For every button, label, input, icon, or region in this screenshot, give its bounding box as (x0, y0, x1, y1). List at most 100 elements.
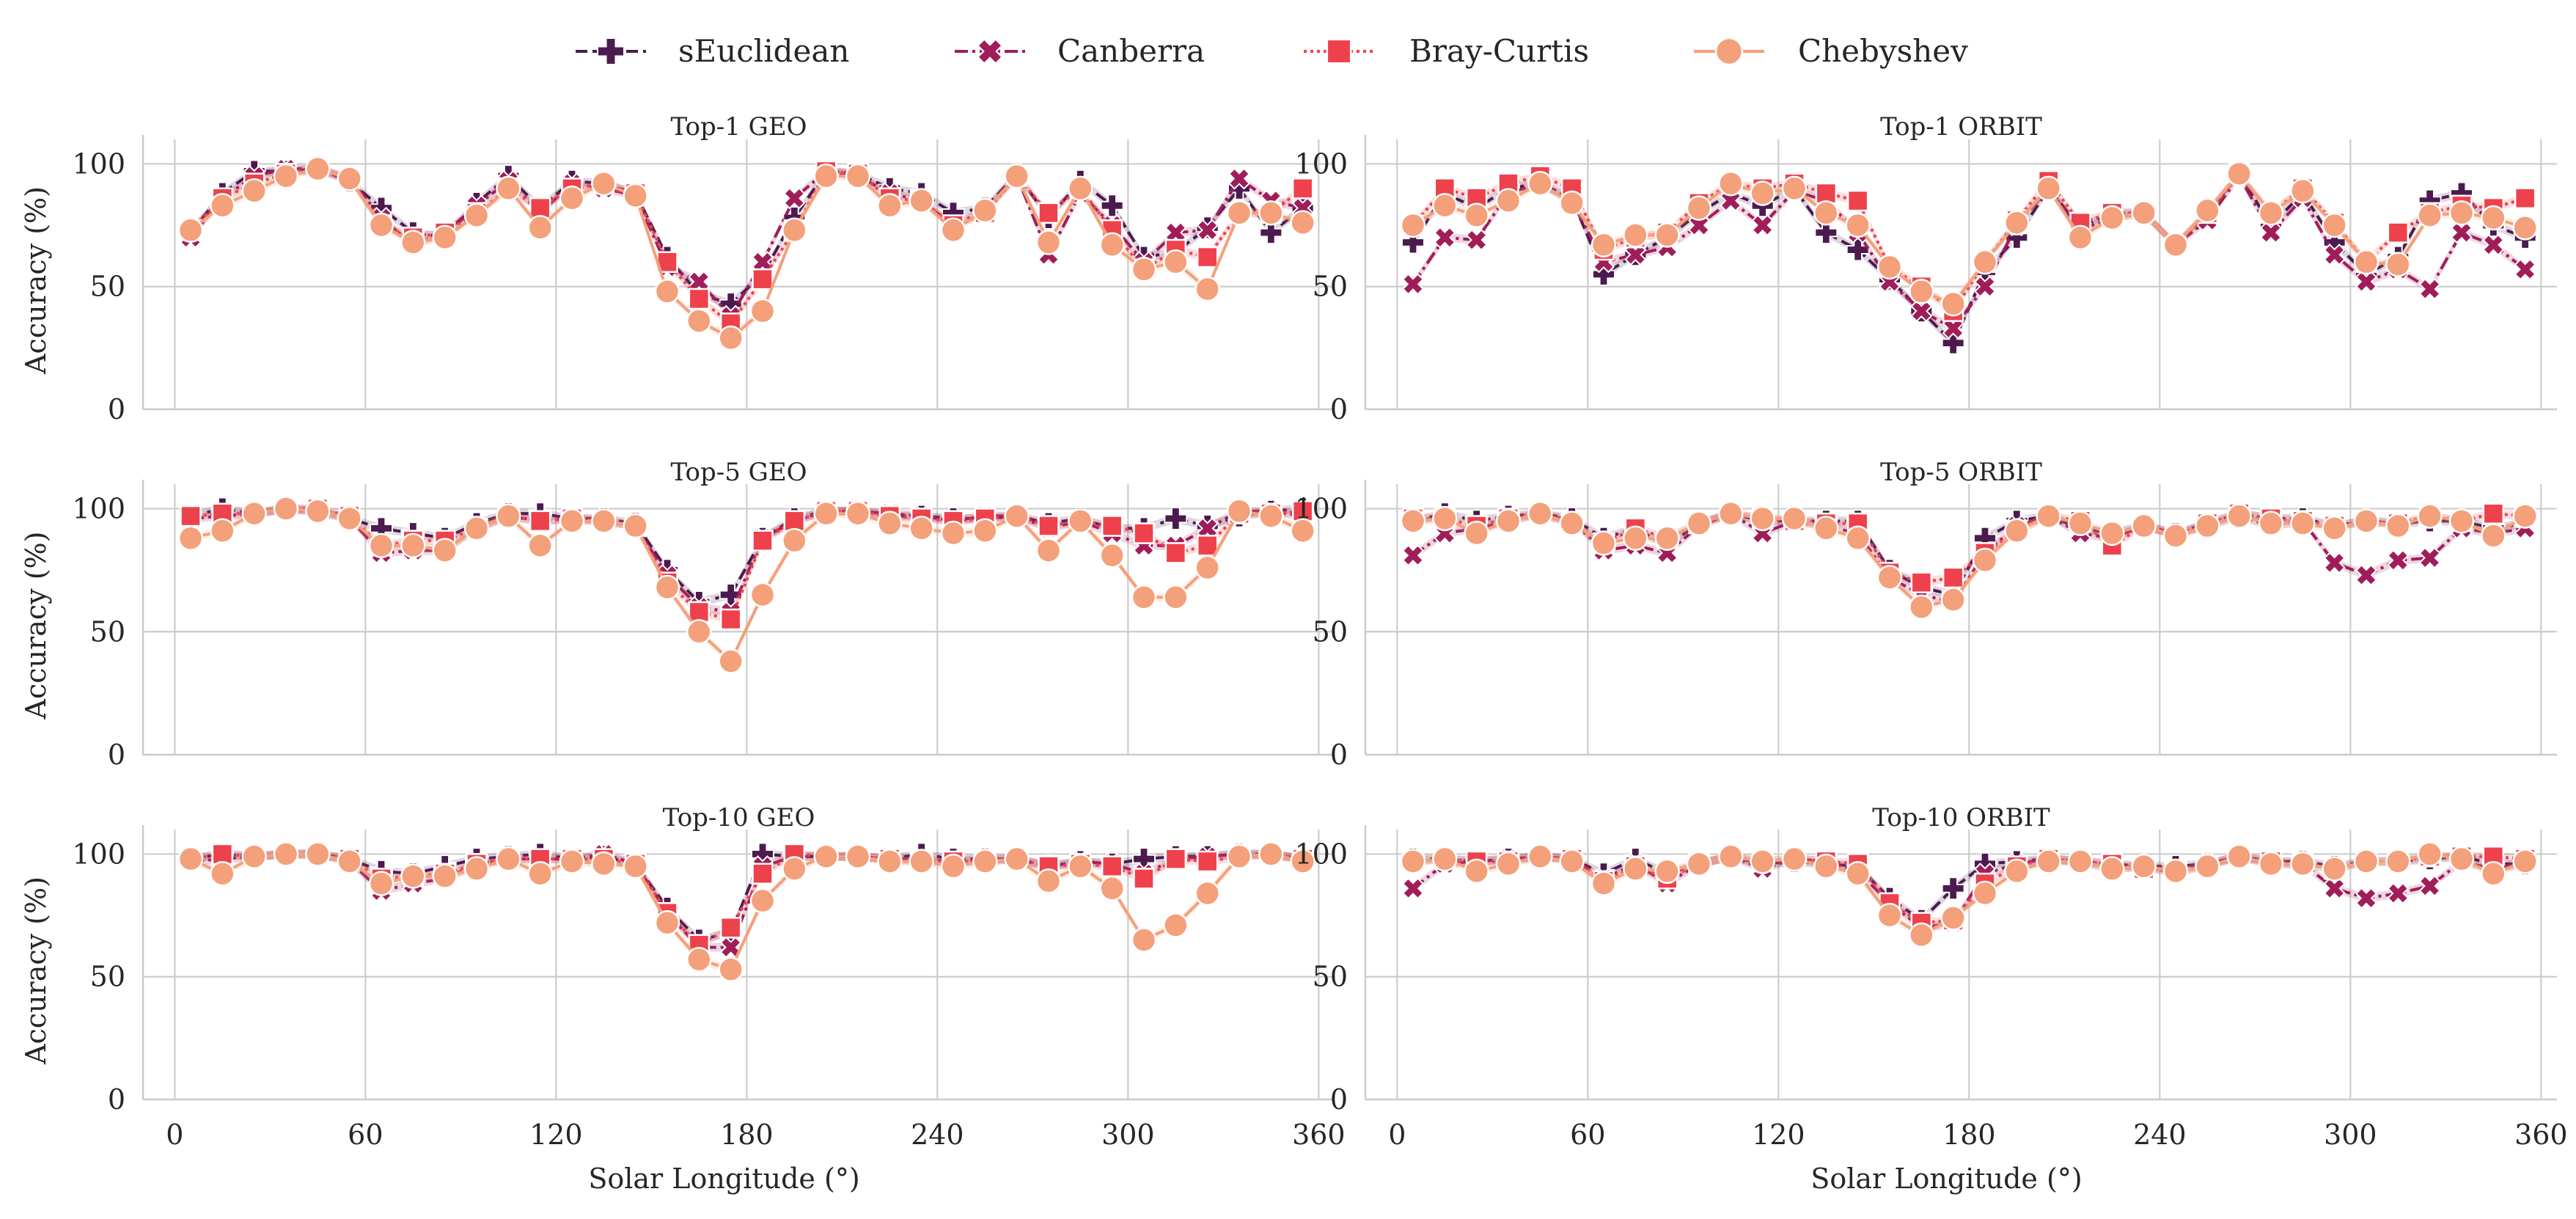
data-point (1750, 505, 1775, 532)
data-point (1068, 175, 1093, 202)
data-point (1590, 530, 1617, 556)
data-point (2290, 851, 2316, 877)
data-point (2514, 187, 2536, 210)
y-tick-label: 0 (1330, 739, 1348, 771)
data-point (210, 193, 235, 219)
data-point (1401, 877, 1425, 900)
data-point (1101, 515, 1123, 537)
data-point (337, 166, 362, 191)
data-point (877, 849, 903, 874)
data-point (496, 846, 521, 872)
data-point (559, 186, 585, 211)
data-point (2036, 175, 2061, 202)
data-point (877, 193, 903, 219)
data-point (2226, 843, 2252, 870)
data-point (2387, 549, 2410, 572)
data-point (1133, 868, 1155, 890)
data-point (1972, 880, 1998, 907)
data-point (1942, 566, 1964, 589)
data-point (940, 853, 966, 879)
data-point (1876, 902, 1903, 929)
data-point (463, 856, 490, 882)
data-point (2482, 233, 2505, 256)
x-tick-label: 180 (720, 1119, 774, 1151)
y-tick-label: 50 (90, 271, 125, 303)
y-tick-label: 0 (1330, 393, 1348, 425)
legend-marker-plus-icon (597, 37, 625, 65)
data-point (1226, 200, 1252, 226)
x-tick-label: 120 (529, 1119, 583, 1151)
data-point (1781, 175, 1808, 202)
data-point (1290, 849, 1315, 874)
data-point (1195, 880, 1220, 907)
data-point (749, 582, 776, 608)
data-point (2323, 244, 2346, 266)
data-point (1400, 849, 1426, 874)
data-point (1464, 858, 1489, 885)
data-point (2385, 513, 2411, 539)
data-point (1559, 510, 1585, 536)
data-point (2481, 205, 2506, 231)
data-point (432, 538, 458, 563)
data-point (2353, 249, 2379, 275)
y-axis-label: Accuracy (%) (20, 186, 52, 375)
x-tick-label: 300 (1101, 1119, 1155, 1151)
data-point (1940, 290, 1966, 317)
data-point (623, 853, 648, 879)
data-point (1131, 257, 1157, 282)
data-point (1845, 212, 1871, 238)
x-axis-label: Solar Longitude (°) (588, 1163, 859, 1195)
y-tick-label: 0 (1330, 1083, 1348, 1116)
data-point (2290, 178, 2316, 204)
data-point (463, 516, 490, 541)
data-point (2131, 853, 2157, 879)
data-point (241, 178, 267, 204)
data-point (1163, 912, 1189, 938)
data-point (1527, 501, 1553, 527)
data-point (1038, 515, 1060, 537)
data-point (1401, 230, 1425, 255)
y-tick-label: 0 (108, 393, 125, 425)
data-point (2226, 503, 2252, 529)
legend-marker-circle-icon (1714, 37, 1744, 66)
data-point (752, 268, 774, 290)
data-point (273, 496, 299, 521)
data-point (2387, 882, 2410, 905)
data-point (432, 224, 458, 251)
data-point (2004, 858, 2030, 885)
x-tick-label: 0 (1388, 1119, 1406, 1151)
data-point (654, 279, 680, 304)
data-point (2323, 552, 2346, 574)
data-point (1813, 516, 1839, 541)
data-point (2162, 858, 2189, 885)
data-point (559, 849, 585, 874)
data-point (1291, 177, 1314, 199)
data-point (2418, 277, 2441, 301)
data-point (1465, 229, 1488, 252)
data-point (1654, 525, 1680, 552)
data-point (972, 518, 998, 543)
data-point (2355, 887, 2378, 909)
data-point (1940, 587, 1966, 612)
data-point (1434, 226, 1456, 249)
panel-title: Top-10 GEO (663, 803, 815, 832)
data-point (1590, 232, 1617, 258)
data-point (2448, 200, 2475, 226)
data-point (2481, 523, 2506, 549)
legend-marker-x-icon (977, 38, 1003, 65)
data-point (623, 183, 648, 209)
data-point (1718, 501, 1744, 527)
y-tick-label: 100 (1294, 838, 1348, 870)
data-point (1972, 249, 1998, 275)
data-point (1035, 868, 1062, 894)
data-point (1038, 202, 1060, 224)
data-point (719, 917, 742, 939)
data-point (1290, 518, 1315, 543)
x-tick-label: 60 (1570, 1119, 1605, 1151)
data-point (1940, 905, 1966, 931)
data-point (1131, 585, 1157, 610)
data-point (1195, 276, 1220, 302)
data-point (337, 849, 362, 874)
data-point (2418, 546, 2441, 569)
data-point (2512, 215, 2538, 241)
